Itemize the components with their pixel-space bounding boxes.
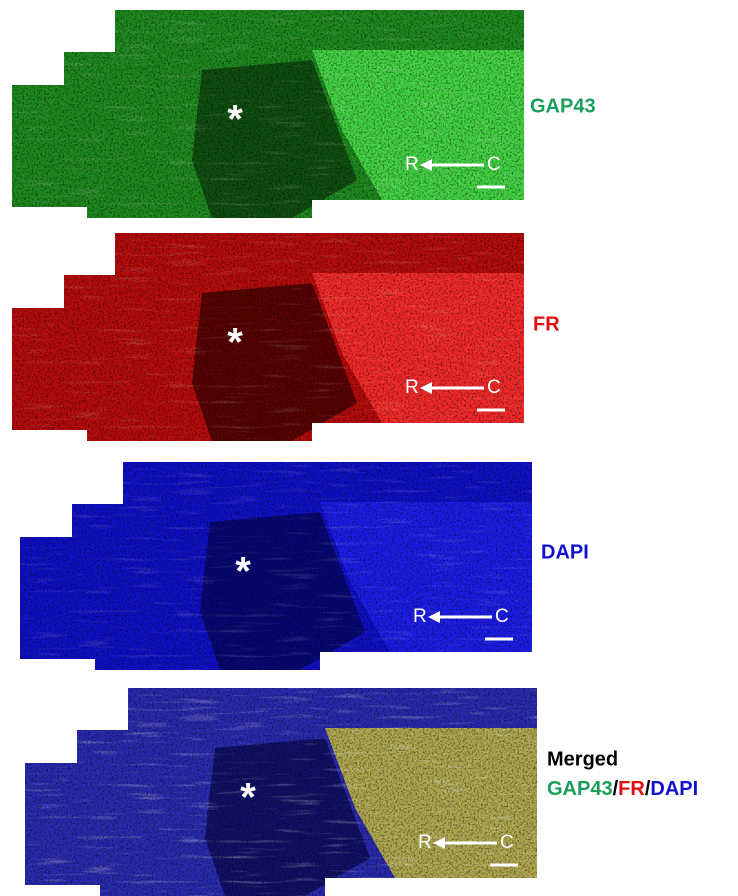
channel-label: GAP43 bbox=[530, 95, 596, 117]
image-body bbox=[12, 10, 524, 218]
asterisk: * bbox=[227, 321, 243, 365]
legend-part: DAPI bbox=[650, 778, 698, 800]
asterisk: * bbox=[235, 550, 251, 594]
image-body bbox=[20, 462, 532, 670]
direction-to: C bbox=[487, 154, 501, 175]
image-body bbox=[12, 233, 524, 441]
micrograph: * R C bbox=[12, 10, 524, 218]
micrograph: * R C bbox=[20, 462, 532, 670]
speckle bbox=[20, 462, 532, 670]
micrograph: * R C bbox=[25, 688, 537, 896]
direction-from: R bbox=[413, 606, 427, 627]
speckle bbox=[12, 10, 524, 218]
channel-label: Merged bbox=[547, 748, 618, 770]
speckle bbox=[12, 233, 524, 441]
legend-part: FR bbox=[618, 778, 645, 800]
direction-from: R bbox=[405, 377, 419, 398]
channel-label: FR bbox=[533, 313, 560, 335]
asterisk: * bbox=[240, 776, 256, 820]
page: * R C GAP43 * R C FR * R C DAPI * R C Merged GAP43/FR/DA… bbox=[0, 0, 738, 896]
channel-label: DAPI bbox=[541, 541, 589, 563]
direction-from: R bbox=[405, 154, 419, 175]
legend-part: GAP43 bbox=[547, 778, 613, 800]
figure: * R C GAP43 * R C FR * R C DAPI * R C Merged GAP43/FR/DA… bbox=[0, 0, 738, 896]
micrograph: * R C bbox=[12, 233, 524, 441]
direction-from: R bbox=[418, 832, 432, 853]
asterisk: * bbox=[227, 98, 243, 142]
direction-to: C bbox=[487, 377, 501, 398]
image-body bbox=[25, 688, 537, 896]
merged-legend: GAP43/FR/DAPI bbox=[547, 778, 698, 800]
speckle bbox=[25, 688, 537, 896]
direction-to: C bbox=[495, 606, 509, 627]
direction-to: C bbox=[500, 832, 514, 853]
